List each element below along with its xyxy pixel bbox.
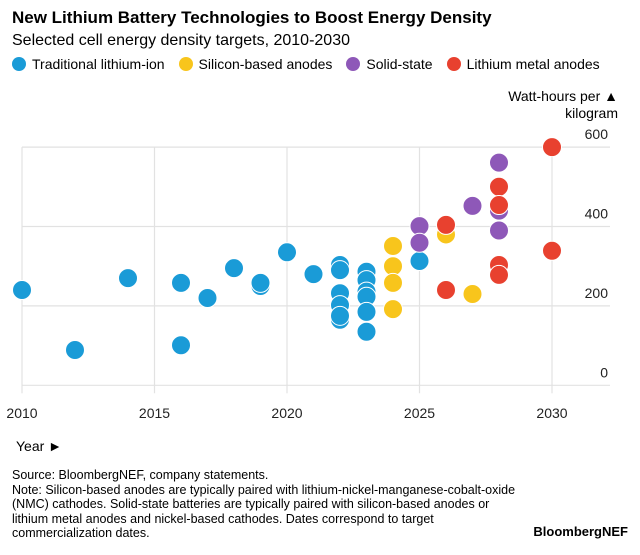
x-tick-label: 2025 xyxy=(404,405,435,421)
data-point xyxy=(462,195,483,216)
legend-label: Lithium metal anodes xyxy=(466,56,600,72)
legend-item: Lithium metal anodes xyxy=(446,56,600,72)
data-point xyxy=(489,176,509,197)
data-point xyxy=(171,335,191,356)
data-point xyxy=(542,137,562,158)
data-point xyxy=(277,242,297,263)
data-point xyxy=(250,272,271,293)
chart-title: New Lithium Battery Technologies to Boos… xyxy=(12,8,492,27)
data-point xyxy=(383,256,403,277)
data-point xyxy=(462,283,483,304)
legend-marker xyxy=(12,57,26,71)
data-point xyxy=(118,268,138,289)
footnotes: Source: BloombergNEF, company statements… xyxy=(12,468,522,541)
note-text: Note: Silicon-based anodes are typically… xyxy=(12,482,516,541)
data-point xyxy=(12,280,32,301)
legend-item: Traditional lithium-ion xyxy=(12,56,165,72)
data-point xyxy=(65,339,85,360)
data-point xyxy=(409,216,430,237)
data-point xyxy=(489,220,509,241)
data-point xyxy=(330,305,350,326)
y-tick-label: 0 xyxy=(600,364,608,380)
data-point xyxy=(489,264,509,285)
y-tick-label: 600 xyxy=(585,126,609,142)
data-point xyxy=(436,280,456,301)
y-tick-label: 200 xyxy=(585,285,609,301)
data-point xyxy=(171,272,191,293)
y-axis-label: Watt-hours per ▲ kilogram xyxy=(508,88,618,122)
x-tick-label: 2015 xyxy=(139,405,170,421)
legend-marker xyxy=(178,57,193,71)
legend: Traditional lithium-ion Silicon-based ano… xyxy=(12,56,600,72)
x-tick-label: 2030 xyxy=(536,405,567,421)
legend-label: Solid-state xyxy=(366,56,433,72)
data-point xyxy=(383,299,403,320)
legend-item: Silicon-based anodes xyxy=(178,56,333,72)
data-point xyxy=(436,214,456,235)
data-point xyxy=(303,264,324,285)
y-axis-label-line1: Watt-hours per ▲ xyxy=(508,88,618,104)
data-point xyxy=(409,232,430,253)
x-axis-label: Year ► xyxy=(16,438,63,454)
data-point xyxy=(224,258,244,279)
legend-item: Solid-state xyxy=(346,56,433,72)
data-point xyxy=(356,301,377,322)
y-tick-label: 400 xyxy=(585,206,609,222)
data-point xyxy=(489,195,509,216)
legend-marker xyxy=(446,57,461,71)
legend-label: Silicon-based anodes xyxy=(198,56,333,72)
data-point xyxy=(489,152,509,173)
bloombergnef-logo: BloombergNEF xyxy=(533,524,628,539)
data-point xyxy=(330,260,350,281)
x-tick-label: 2020 xyxy=(271,405,302,421)
data-point xyxy=(197,287,218,308)
legend-label: Traditional lithium-ion xyxy=(32,56,165,72)
data-point xyxy=(356,321,377,342)
data-point xyxy=(383,235,403,256)
data-point xyxy=(542,240,562,261)
y-axis-label-line2: kilogram xyxy=(565,105,618,121)
data-point xyxy=(409,251,430,272)
source-note: Source: BloombergNEF, company statements… xyxy=(12,468,269,482)
data-point xyxy=(383,272,403,293)
x-tick-label: 2010 xyxy=(6,405,37,421)
legend-marker xyxy=(346,57,361,71)
chart-subtitle: Selected cell energy density targets, 20… xyxy=(12,32,350,49)
